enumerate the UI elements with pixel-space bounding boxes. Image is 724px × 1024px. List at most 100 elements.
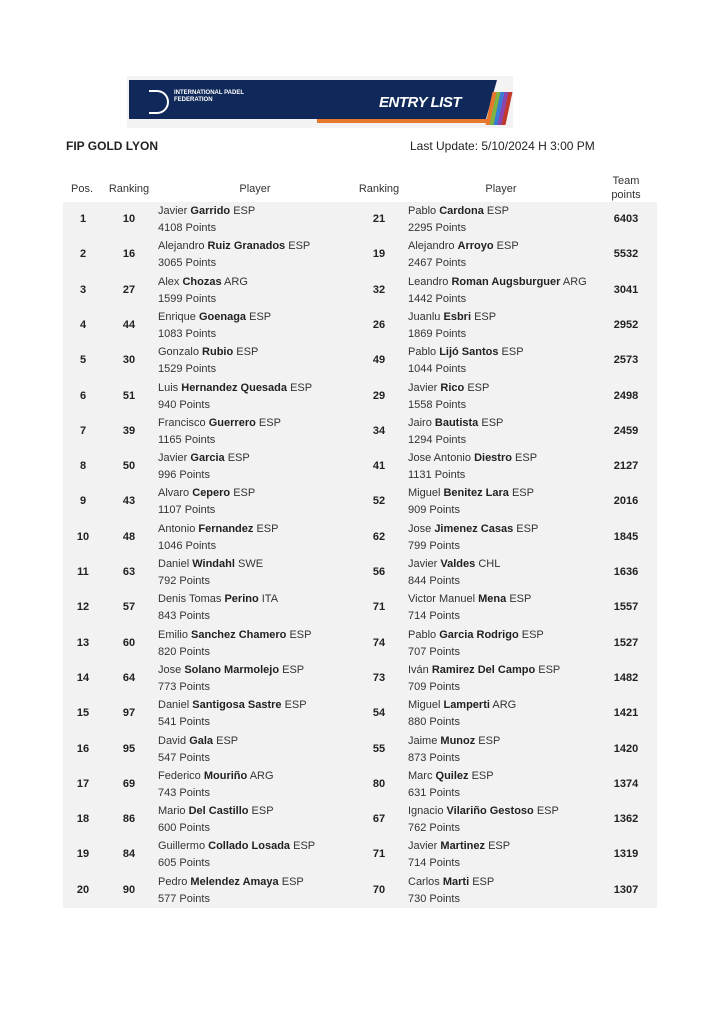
ranking-1-cell: 90	[122, 883, 136, 896]
player-first-name: Carlos	[408, 875, 440, 888]
pos-cell: 4	[79, 318, 87, 331]
pos-cell: 1	[79, 213, 87, 225]
player-points: 577 Points	[158, 892, 210, 905]
banner-accent-line	[317, 119, 497, 123]
player-first-name: Antonio	[158, 522, 196, 535]
ranking-1-cell: 69	[122, 777, 136, 790]
player-cell: Miguel Lamperti ARG 880 Points	[408, 697, 516, 731]
ranking-1-cell: 84	[122, 848, 136, 861]
player-name: Juanlu Esbri ESP	[408, 309, 496, 326]
team-points-cell: 3041	[613, 283, 639, 296]
player-cell: Pablo Lijó Santos ESP 1044 Points	[408, 344, 524, 378]
player-last-name: Munoz	[440, 734, 476, 747]
player-last-name: Collado Losada	[208, 840, 291, 853]
header-ranking-1: Ranking	[108, 183, 150, 195]
player-nationality: SWE	[238, 558, 264, 570]
fip-banner: INTERNATIONAL PADEL FEDERATION ENTRY LIS…	[127, 76, 513, 128]
header-player-1: Player	[239, 183, 271, 195]
header-team-points: Team points	[611, 175, 641, 201]
ranking-2-cell: 71	[372, 601, 386, 614]
player-name: Victor Manuel Mena ESP	[408, 591, 531, 608]
pos-cell: 7	[79, 424, 87, 437]
player-name: Miguel Benitez Lara ESP	[408, 485, 534, 502]
player-nationality: ESP	[233, 205, 256, 217]
player-name: Emilio Sanchez Chamero ESP	[158, 627, 311, 644]
entry-table: 1 10 Javier Garrido ESP 4108 Points 21 P…	[63, 202, 657, 908]
player-points: 843 Points	[158, 610, 210, 623]
player-first-name: Guillermo	[158, 840, 206, 853]
table-row: 6 51 Luis Hernandez Quesada ESP 940 Poin…	[63, 379, 657, 414]
table-row: 14 64 Jose Solano Marmolejo ESP 773 Poin…	[63, 661, 657, 696]
pos-cell: 13	[76, 636, 90, 649]
team-points-cell: 2459	[613, 424, 639, 437]
player-last-name: Sanchez Chamero	[191, 628, 287, 641]
team-points-cell: 2573	[613, 354, 639, 367]
player-cell: Javier Garcia ESP 996 Points	[158, 450, 250, 484]
ranking-2-cell: 73	[372, 671, 386, 684]
player-name: Pablo Garcia Rodrigo ESP	[408, 627, 544, 644]
ranking-1-cell: 50	[122, 460, 136, 473]
player-points: 4108 Points	[158, 222, 217, 234]
player-last-name: Hernandez Quesada	[181, 381, 288, 394]
player-name: Denis Tomas Perino ITA	[158, 591, 278, 608]
player-name: Alex Chozas ARG	[158, 274, 248, 291]
player-cell: Mario Del Castillo ESP 600 Points	[158, 803, 274, 837]
ranking-1-cell: 95	[122, 742, 136, 755]
player-last-name: Guerrero	[208, 416, 256, 429]
player-points: 792 Points	[158, 575, 210, 587]
player-cell: Jose Solano Marmolejo ESP 773 Points	[158, 662, 304, 696]
ranking-2-cell: 32	[372, 283, 386, 296]
header-player-2: Player	[485, 183, 517, 195]
pos-cell: 11	[77, 566, 89, 578]
team-points-cell: 2498	[613, 389, 639, 402]
player-last-name: Valdes	[440, 558, 476, 570]
player-name: Alejandro Arroyo ESP	[408, 238, 519, 255]
player-nationality: ESP	[486, 205, 509, 217]
player-cell: Gonzalo Rubio ESP 1529 Points	[158, 344, 258, 378]
player-last-name: Benitez Lara	[443, 487, 509, 500]
team-points-cell: 1420	[613, 742, 639, 755]
player-cell: Alejandro Ruiz Granados ESP 3065 Points	[158, 238, 310, 272]
header-pos: Pos.	[70, 183, 93, 195]
player-cell: Javier Valdes CHL 844 Points	[408, 556, 500, 590]
ranking-2-cell: 67	[372, 813, 386, 826]
ranking-1-cell: 48	[122, 530, 136, 543]
player-nationality: ARG	[492, 699, 517, 712]
player-nationality: ESP	[516, 522, 539, 535]
pos-cell: 14	[76, 671, 90, 684]
team-points-cell: 5532	[613, 248, 639, 261]
table-row: 10 48 Antonio Fernandez ESP 1046 Points …	[63, 520, 657, 555]
player-first-name: Jose	[158, 663, 182, 676]
player-points: 1869 Points	[408, 327, 467, 340]
player-first-name: Javier	[158, 205, 188, 217]
ranking-1-cell: 64	[122, 671, 136, 684]
player-first-name: Francisco	[158, 416, 206, 429]
player-points: 1294 Points	[408, 433, 467, 446]
player-nationality: ESP	[467, 381, 490, 394]
player-name: Jaime Munoz ESP	[408, 733, 500, 750]
player-last-name: Ramirez Del Campo	[431, 663, 536, 676]
player-points: 996 Points	[158, 469, 210, 482]
team-points-cell: 1319	[613, 848, 639, 861]
player-name: Antonio Fernandez ESP	[158, 521, 278, 538]
player-cell: Federico Mouriño ARG 743 Points	[158, 768, 274, 802]
player-first-name: Luis	[158, 381, 179, 394]
player-first-name: Pablo	[408, 205, 437, 217]
player-last-name: Lijó Santos	[439, 346, 499, 359]
player-name: Iván Ramirez Del Campo ESP	[408, 662, 560, 679]
team-points-cell: 1557	[613, 601, 639, 614]
player-nationality: ESP	[256, 522, 279, 535]
player-name: Ignacio Vilariño Gestoso ESP	[408, 803, 559, 820]
player-name: Luis Hernandez Quesada ESP	[158, 380, 312, 397]
player-name: Jose Solano Marmolejo ESP	[158, 662, 304, 679]
player-cell: Guillermo Collado Losada ESP 605 Points	[158, 838, 315, 872]
player-last-name: Del Castillo	[188, 805, 249, 818]
player-name: Jairo Bautista ESP	[408, 415, 503, 432]
team-points-cell: 1421	[613, 707, 639, 720]
player-nationality: ESP	[478, 734, 501, 747]
player-points: 1046 Points	[158, 539, 217, 552]
player-cell: Daniel Santigosa Sastre ESP 541 Points	[158, 697, 307, 731]
player-first-name: Iván	[408, 663, 429, 676]
pos-cell: 10	[76, 530, 90, 543]
player-nationality: ESP	[472, 875, 495, 888]
